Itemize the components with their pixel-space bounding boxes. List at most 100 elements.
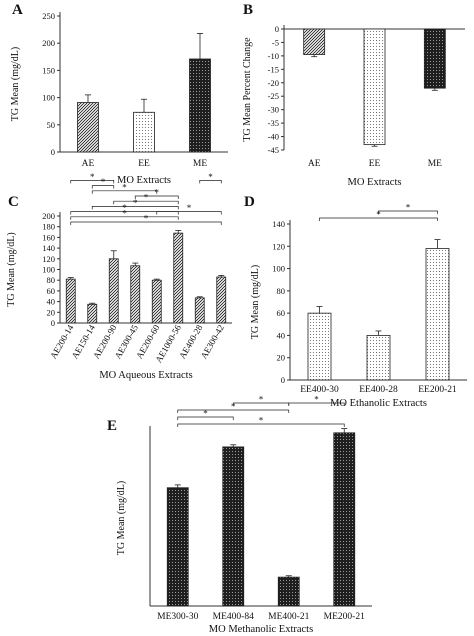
bar-ae[interactable] bbox=[303, 28, 326, 55]
bracket-line bbox=[91, 185, 115, 189]
significance-bracket: * bbox=[288, 395, 345, 406]
significance-star: * bbox=[133, 198, 138, 208]
y-tick-label: -20 bbox=[268, 78, 279, 88]
y-tick-label: 60 bbox=[47, 286, 56, 296]
y-tick-label: 180 bbox=[42, 222, 55, 232]
panel-label: B bbox=[243, 2, 253, 18]
bracket-line bbox=[177, 423, 345, 427]
significance-star: * bbox=[122, 203, 127, 213]
bar-me200-21[interactable] bbox=[333, 432, 356, 607]
y-axis-title: TG Mean (mg/dL) bbox=[116, 481, 127, 555]
significance-bracket: * bbox=[177, 402, 290, 413]
x-axis-title: MO Ethanolic Extracts bbox=[330, 398, 427, 409]
x-axis-title: MO Extracts bbox=[348, 177, 402, 188]
panel-e: E ME300-30 ME400-84 ME400-21 ME200-21 MO Meth… bbox=[107, 395, 372, 635]
bar-ae400-28[interactable] bbox=[194, 297, 205, 324]
bar-ae200-14[interactable] bbox=[65, 278, 76, 324]
bar-ae200-60[interactable] bbox=[151, 279, 162, 324]
bar-me[interactable] bbox=[189, 58, 211, 153]
panel-label: D bbox=[244, 194, 255, 210]
y-tick-label: 160 bbox=[42, 232, 55, 242]
y-tick-label: 250 bbox=[42, 11, 55, 21]
significance-star: * bbox=[122, 208, 127, 218]
bracket-line bbox=[134, 195, 179, 199]
significance-star: * bbox=[144, 193, 149, 203]
panel-a: A 0 50 100 150 200 250 AE EE ME MO Extracts TG Mean… bbox=[10, 2, 228, 186]
bar-ae150-14[interactable] bbox=[87, 303, 98, 324]
y-tick-label: -10 bbox=[268, 51, 279, 61]
significance-star: * bbox=[101, 177, 106, 187]
bracket-line bbox=[113, 200, 179, 205]
x-axis-title: MO Methanolic Extracts bbox=[209, 624, 313, 635]
bracket-line bbox=[199, 180, 222, 184]
bar-me400-21[interactable] bbox=[277, 576, 300, 607]
bar-me300-30[interactable] bbox=[166, 487, 189, 607]
x-tick-label: ME400-21 bbox=[268, 612, 309, 622]
significance-star: * bbox=[259, 395, 264, 405]
bar-ee400-30[interactable] bbox=[307, 312, 332, 381]
bar-me[interactable] bbox=[423, 28, 446, 89]
bracket-line bbox=[70, 211, 179, 215]
significance-star: * bbox=[144, 214, 149, 224]
y-tick-label: 80 bbox=[47, 275, 56, 285]
bar-ae200-90[interactable] bbox=[108, 258, 119, 324]
x-axis-title: MO Aqueous Extracts bbox=[99, 370, 192, 381]
bracket-line bbox=[70, 180, 115, 184]
bar-ee[interactable] bbox=[133, 111, 155, 153]
significance-bracket: * bbox=[177, 409, 234, 420]
panel-label: A bbox=[12, 2, 23, 18]
x-tick-label: ME bbox=[428, 159, 442, 169]
significance-star: * bbox=[231, 402, 236, 412]
significance-bracket: * bbox=[70, 203, 179, 215]
significance-bracket: * bbox=[378, 203, 438, 214]
bracket-line bbox=[177, 416, 234, 420]
y-tick-label: 0 bbox=[51, 318, 55, 328]
bar-ae1000-56[interactable] bbox=[173, 232, 184, 324]
y-tick-label: 80 bbox=[277, 286, 286, 296]
y-axis-title: TG Mean (mg/dL) bbox=[250, 265, 261, 339]
x-tick-label: EE400-30 bbox=[300, 385, 339, 395]
significance-bracket: * bbox=[91, 177, 115, 189]
bar-me400-84[interactable] bbox=[222, 446, 245, 607]
y-tick-label: 40 bbox=[277, 330, 286, 340]
bar-ae300-42[interactable] bbox=[216, 276, 227, 324]
y-axis-title: TG Mean Percent Change bbox=[242, 37, 253, 142]
bracket-line bbox=[177, 409, 290, 413]
significance-bracket: * bbox=[70, 208, 179, 220]
y-tick-label: -45 bbox=[268, 145, 279, 155]
x-tick-label: AE bbox=[82, 159, 95, 169]
significance-bracket: * bbox=[319, 210, 438, 221]
x-tick-label: EE200-21 bbox=[418, 385, 457, 395]
y-tick-label: 0 bbox=[51, 147, 55, 157]
bar-ee[interactable] bbox=[363, 28, 386, 146]
x-tick-label: EE400-28 bbox=[359, 385, 398, 395]
significance-star: * bbox=[122, 182, 127, 192]
bracket-line bbox=[288, 402, 345, 406]
bar-ee400-28[interactable] bbox=[366, 335, 391, 381]
y-tick-label: -40 bbox=[268, 132, 279, 142]
significance-bracket: * bbox=[156, 203, 222, 215]
bar-ae[interactable] bbox=[77, 102, 99, 153]
panel-label: C bbox=[8, 194, 19, 210]
y-tick-label: 100 bbox=[272, 264, 285, 274]
bar-ee200-21[interactable] bbox=[425, 248, 450, 381]
y-tick-label: -35 bbox=[268, 118, 279, 128]
bracket-line bbox=[156, 211, 222, 215]
y-tick-label: 200 bbox=[42, 38, 55, 48]
y-axis-title: TG Mean (mg/dL) bbox=[6, 232, 17, 306]
panel-c: C020406080100120140160180200AE200-14AE15… bbox=[6, 172, 232, 381]
x-tick-label: EE bbox=[369, 159, 381, 169]
x-tick-label: AE bbox=[308, 159, 321, 169]
y-tick-label: 120 bbox=[42, 254, 55, 264]
significance-bracket: * bbox=[91, 182, 158, 194]
bar-ae300-45[interactable] bbox=[130, 265, 141, 324]
x-tick-label: ME400-84 bbox=[213, 612, 254, 622]
significance-star: * bbox=[406, 203, 411, 213]
significance-bracket: * bbox=[199, 172, 222, 184]
y-tick-label: -15 bbox=[268, 64, 279, 74]
bracket-line bbox=[70, 216, 179, 220]
significance-bracket: * bbox=[232, 395, 290, 406]
x-tick-label: ME200-21 bbox=[324, 612, 365, 622]
significance-star: * bbox=[314, 395, 319, 405]
